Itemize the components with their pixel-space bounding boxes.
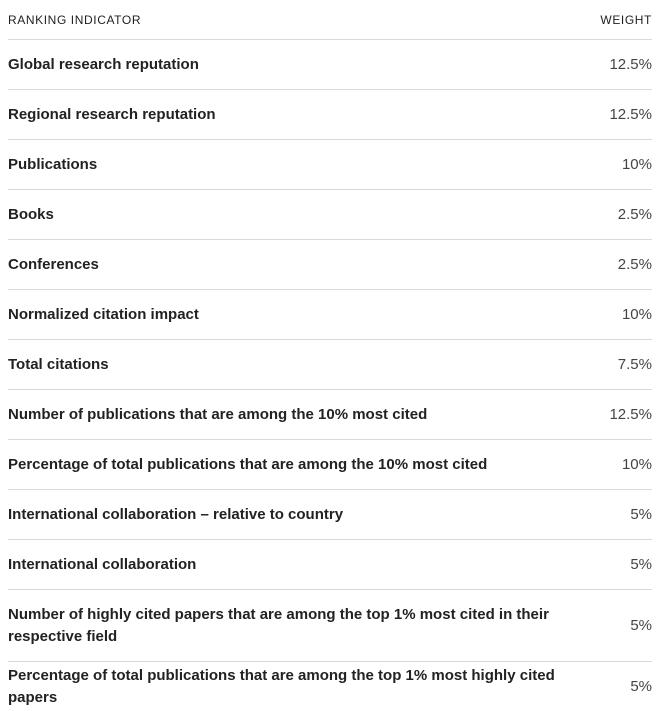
indicator-cell: Global research reputation: [8, 40, 592, 90]
table-row: Number of publications that are among th…: [8, 390, 652, 440]
indicator-cell: Percentage of total publications that ar…: [8, 662, 592, 711]
indicator-cell: Conferences: [8, 240, 592, 290]
table-row: Percentage of total publications that ar…: [8, 440, 652, 490]
indicator-cell: Publications: [8, 140, 592, 190]
table-header: RANKING INDICATOR WEIGHT: [8, 0, 652, 40]
weight-cell: 10%: [592, 140, 652, 190]
table-row: Global research reputation 12.5%: [8, 40, 652, 90]
weight-cell: 10%: [592, 290, 652, 340]
table-row: Total citations 7.5%: [8, 340, 652, 390]
weight-cell: 5%: [592, 490, 652, 540]
table-header-row: RANKING INDICATOR WEIGHT: [8, 0, 652, 40]
indicator-cell: Books: [8, 190, 592, 240]
ranking-indicator-table: RANKING INDICATOR WEIGHT Global research…: [8, 0, 652, 711]
ranking-indicator-table-container: RANKING INDICATOR WEIGHT Global research…: [8, 0, 652, 711]
weight-cell: 2.5%: [592, 190, 652, 240]
indicator-cell: Percentage of total publications that ar…: [8, 440, 592, 490]
weight-cell: 5%: [592, 540, 652, 590]
table-row: International collaboration – relative t…: [8, 490, 652, 540]
weight-cell: 12.5%: [592, 90, 652, 140]
weight-cell: 12.5%: [592, 40, 652, 90]
table-row: Conferences 2.5%: [8, 240, 652, 290]
table-body: Global research reputation 12.5% Regiona…: [8, 40, 652, 711]
weight-cell: 10%: [592, 440, 652, 490]
indicator-cell: Total citations: [8, 340, 592, 390]
table-row: Percentage of total publications that ar…: [8, 662, 652, 711]
indicator-cell: Regional research reputation: [8, 90, 592, 140]
table-row: Books 2.5%: [8, 190, 652, 240]
indicator-cell: International collaboration – relative t…: [8, 490, 592, 540]
table-row: International collaboration 5%: [8, 540, 652, 590]
ranking-indicator-column-header: RANKING INDICATOR: [8, 0, 592, 40]
weight-cell: 7.5%: [592, 340, 652, 390]
table-row: Number of highly cited papers that are a…: [8, 590, 652, 662]
weight-cell: 2.5%: [592, 240, 652, 290]
indicator-cell: Normalized citation impact: [8, 290, 592, 340]
weight-cell: 5%: [592, 662, 652, 711]
indicator-cell: Number of highly cited papers that are a…: [8, 590, 592, 662]
table-row: Normalized citation impact 10%: [8, 290, 652, 340]
weight-cell: 5%: [592, 590, 652, 662]
indicator-cell: Number of publications that are among th…: [8, 390, 592, 440]
table-row: Regional research reputation 12.5%: [8, 90, 652, 140]
indicator-cell: International collaboration: [8, 540, 592, 590]
table-row: Publications 10%: [8, 140, 652, 190]
weight-cell: 12.5%: [592, 390, 652, 440]
weight-column-header: WEIGHT: [592, 0, 652, 40]
